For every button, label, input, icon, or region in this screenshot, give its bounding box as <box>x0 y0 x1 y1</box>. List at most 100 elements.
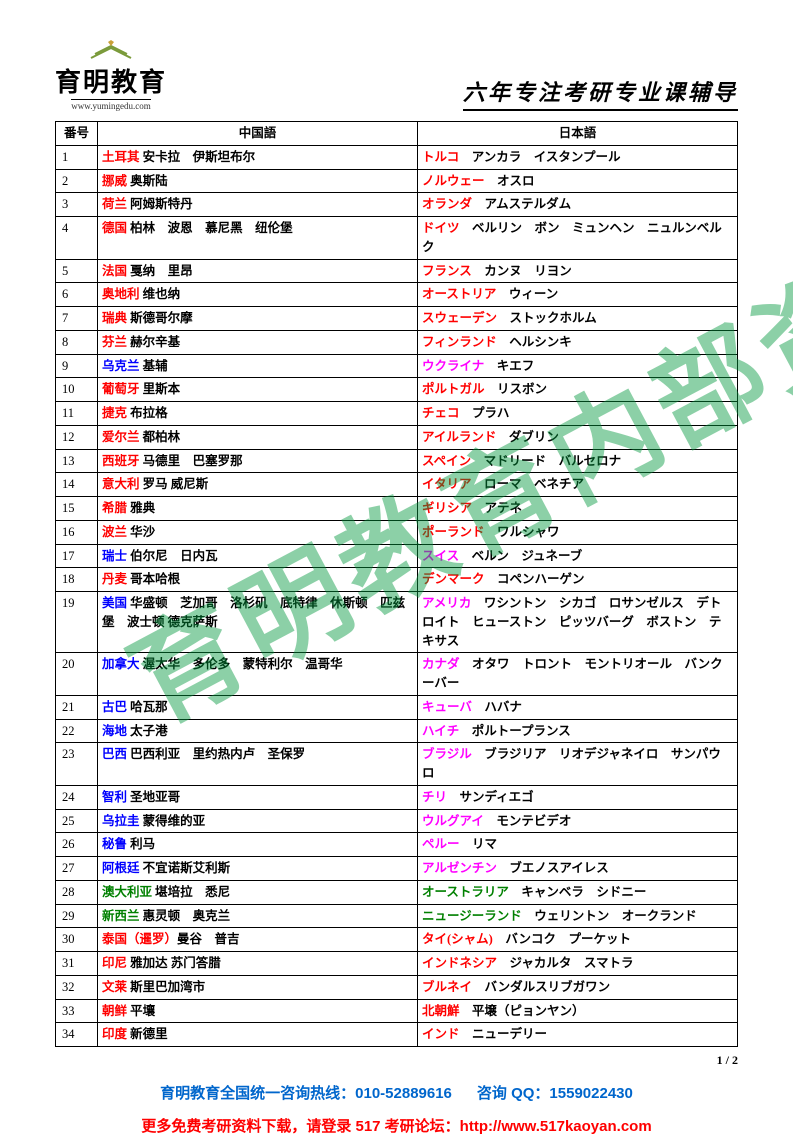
cn-cell: 加拿大 渥太华 多伦多 蒙特利尔 温哥华 <box>98 653 418 696</box>
jp-cell: ドイツ ベルリン ボン ミュンヘン ニュルンベルク <box>418 217 738 260</box>
jp-cell: ハイチ ポルトープランス <box>418 719 738 743</box>
jp-cell: フランス カンヌ リヨン <box>418 259 738 283</box>
page-number: 1 / 2 <box>55 1053 738 1068</box>
cn-cell: 芬兰 赫尔辛基 <box>98 330 418 354</box>
jp-cell: インド ニューデリー <box>418 1023 738 1047</box>
cn-cell: 印尼 雅加达 苏门答腊 <box>98 952 418 976</box>
row-num: 27 <box>56 857 98 881</box>
jp-cell: キューバ ハバナ <box>418 695 738 719</box>
col-num: 番号 <box>56 122 98 146</box>
table-row: 30泰国（暹罗）曼谷 普吉タイ(シャム) バンコク プーケット <box>56 928 738 952</box>
cn-cell: 葡萄牙 里斯本 <box>98 378 418 402</box>
table-row: 19美国 华盛顿 芝加哥 洛杉矶 底特律 休斯顿 匹兹堡 波士顿 德克萨斯アメリ… <box>56 592 738 653</box>
page-header: 育明教育 www.yumingedu.com 六年专注考研专业课辅导 <box>55 40 738 111</box>
row-num: 15 <box>56 497 98 521</box>
row-num: 13 <box>56 449 98 473</box>
table-row: 10葡萄牙 里斯本ポルトガル リスボン <box>56 378 738 402</box>
row-num: 5 <box>56 259 98 283</box>
jp-cell: ウルグアイ モンテビデオ <box>418 809 738 833</box>
cn-cell: 土耳其 安卡拉 伊斯坦布尔 <box>98 145 418 169</box>
jp-cell: スウェーデン ストックホルム <box>418 307 738 331</box>
table-row: 21古巴 哈瓦那キューバ ハバナ <box>56 695 738 719</box>
jp-cell: インドネシア ジャカルタ スマトラ <box>418 952 738 976</box>
jp-cell: アイルランド ダブリン <box>418 425 738 449</box>
row-num: 4 <box>56 217 98 260</box>
table-row: 17瑞士 伯尔尼 日内瓦スイス ベルン ジュネーブ <box>56 544 738 568</box>
jp-cell: ブラジル ブラジリア リオデジャネイロ サンパウロ <box>418 743 738 786</box>
jp-cell: ブルネイ バンダルスリブガワン <box>418 975 738 999</box>
cn-cell: 丹麦 哥本哈根 <box>98 568 418 592</box>
row-num: 32 <box>56 975 98 999</box>
row-num: 8 <box>56 330 98 354</box>
table-row: 25乌拉圭 蒙得维的亚ウルグアイ モンテビデオ <box>56 809 738 833</box>
footer-qq: 咨询 QQ：1559022430 <box>477 1085 633 1102</box>
row-num: 34 <box>56 1023 98 1047</box>
jp-cell: オーストラリア キャンベラ シドニー <box>418 880 738 904</box>
table-row: 7瑞典 斯德哥尔摩スウェーデン ストックホルム <box>56 307 738 331</box>
cn-cell: 朝鲜 平壤 <box>98 999 418 1023</box>
row-num: 24 <box>56 785 98 809</box>
cn-cell: 巴西 巴西利亚 里约热内卢 圣保罗 <box>98 743 418 786</box>
cn-cell: 美国 华盛顿 芝加哥 洛杉矶 底特律 休斯顿 匹兹堡 波士顿 德克萨斯 <box>98 592 418 653</box>
cn-cell: 秘鲁 利马 <box>98 833 418 857</box>
table-row: 24智利 圣地亚哥チリ サンディエゴ <box>56 785 738 809</box>
jp-cell: デンマーク コペンハーゲン <box>418 568 738 592</box>
cn-cell: 印度 新德里 <box>98 1023 418 1047</box>
table-row: 28澳大利亚 堪培拉 悉尼オーストラリア キャンベラ シドニー <box>56 880 738 904</box>
table-row: 34印度 新德里インド ニューデリー <box>56 1023 738 1047</box>
jp-cell: スイス ベルン ジュネーブ <box>418 544 738 568</box>
table-row: 22海地 太子港ハイチ ポルトープランス <box>56 719 738 743</box>
row-num: 16 <box>56 520 98 544</box>
jp-cell: イタリア ローマ ベネチア <box>418 473 738 497</box>
cn-cell: 新西兰 惠灵顿 奥克兰 <box>98 904 418 928</box>
cn-cell: 西班牙 马德里 巴塞罗那 <box>98 449 418 473</box>
row-num: 17 <box>56 544 98 568</box>
footer-hotline: 育明教育全国统一咨询热线：010-52889616 咨询 QQ：15590224… <box>55 1082 738 1103</box>
jp-cell: ポーランド ワルシャワ <box>418 520 738 544</box>
cn-cell: 波兰 华沙 <box>98 520 418 544</box>
jp-cell: 北朝鮮 平壌（ピョンヤン） <box>418 999 738 1023</box>
logo-url: www.yumingedu.com <box>71 99 150 111</box>
row-num: 23 <box>56 743 98 786</box>
table-row: 12爱尔兰 都柏林アイルランド ダブリン <box>56 425 738 449</box>
cn-cell: 法国 戛纳 里昂 <box>98 259 418 283</box>
row-num: 25 <box>56 809 98 833</box>
table-row: 16波兰 华沙ポーランド ワルシャワ <box>56 520 738 544</box>
cn-cell: 希腊 雅典 <box>98 497 418 521</box>
row-num: 19 <box>56 592 98 653</box>
jp-cell: ギリシア アテネ <box>418 497 738 521</box>
cn-cell: 古巴 哈瓦那 <box>98 695 418 719</box>
row-num: 10 <box>56 378 98 402</box>
cn-cell: 文莱 斯里巴加湾市 <box>98 975 418 999</box>
cn-cell: 海地 太子港 <box>98 719 418 743</box>
row-num: 29 <box>56 904 98 928</box>
cn-cell: 泰国（暹罗）曼谷 普吉 <box>98 928 418 952</box>
row-num: 3 <box>56 193 98 217</box>
cn-cell: 智利 圣地亚哥 <box>98 785 418 809</box>
table-row: 4德国 柏林 波恩 慕尼黑 纽伦堡ドイツ ベルリン ボン ミュンヘン ニュルンベ… <box>56 217 738 260</box>
logo-brand: 育明教育 <box>55 62 167 99</box>
table-row: 20加拿大 渥太华 多伦多 蒙特利尔 温哥华カナダ オタワ トロント モントリオ… <box>56 653 738 696</box>
jp-cell: ウクライナ キエフ <box>418 354 738 378</box>
footer-download: 更多免费考研资料下载，请登录 517 考研论坛：http://www.517ka… <box>55 1115 738 1136</box>
cn-cell: 乌拉圭 蒙得维的亚 <box>98 809 418 833</box>
table-row: 6奥地利 维也纳オーストリア ウィーン <box>56 283 738 307</box>
row-num: 22 <box>56 719 98 743</box>
table-row: 9乌克兰 基辅ウクライナ キエフ <box>56 354 738 378</box>
table-row: 2挪威 奥斯陆ノルウェー オスロ <box>56 169 738 193</box>
table-row: 13西班牙 马德里 巴塞罗那スペイン マドリード バルセロナ <box>56 449 738 473</box>
jp-cell: スペイン マドリード バルセロナ <box>418 449 738 473</box>
jp-cell: オーストリア ウィーン <box>418 283 738 307</box>
row-num: 20 <box>56 653 98 696</box>
row-num: 2 <box>56 169 98 193</box>
table-row: 15希腊 雅典ギリシア アテネ <box>56 497 738 521</box>
table-row: 31印尼 雅加达 苏门答腊インドネシア ジャカルタ スマトラ <box>56 952 738 976</box>
logo-icon <box>81 40 141 62</box>
country-table: 番号 中国語 日本語 1土耳其 安卡拉 伊斯坦布尔トルコ アンカラ イスタンプー… <box>55 121 738 1047</box>
row-num: 21 <box>56 695 98 719</box>
cn-cell: 奥地利 维也纳 <box>98 283 418 307</box>
jp-cell: タイ(シャム) バンコク プーケット <box>418 928 738 952</box>
cn-cell: 荷兰 阿姆斯特丹 <box>98 193 418 217</box>
header-title: 六年专注考研专业课辅导 <box>463 75 738 111</box>
jp-cell: アルゼンチン ブエノスアイレス <box>418 857 738 881</box>
